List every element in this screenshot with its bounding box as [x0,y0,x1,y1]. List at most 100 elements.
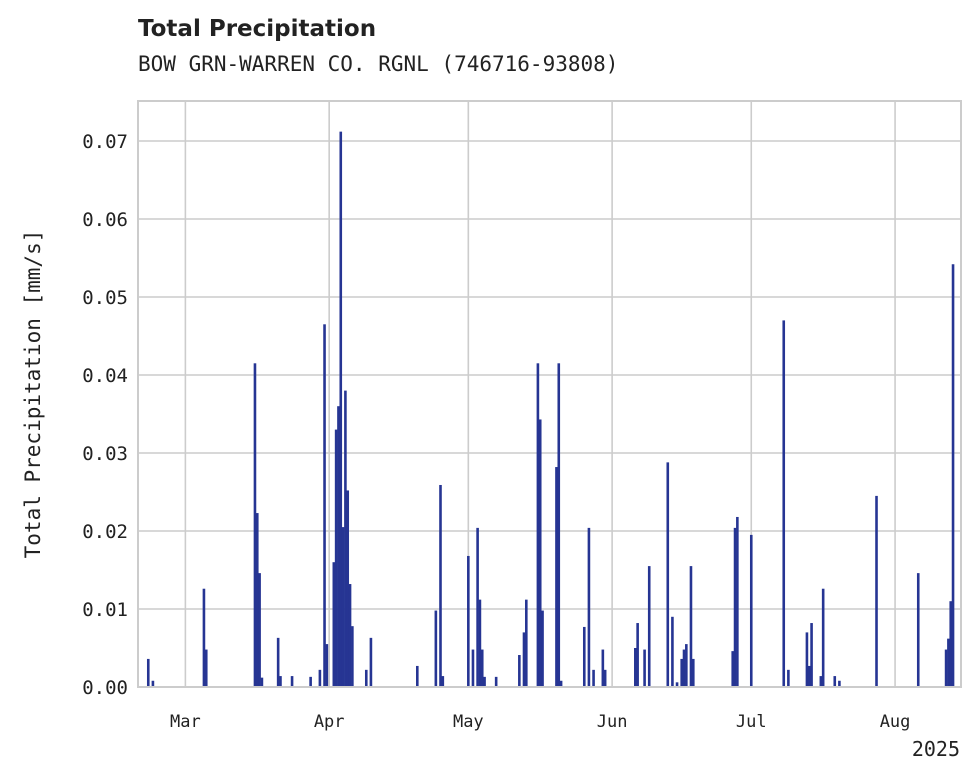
precip-bar [255,513,259,687]
y-tick-label: 0.04 [82,365,128,387]
precip-bar [749,534,753,687]
precip-bar [480,649,484,687]
precip-bar [666,462,670,687]
grid-lines [139,102,960,688]
y-tick-label: 0.07 [82,131,128,153]
precip-bar [733,527,737,687]
precip-bar [258,573,261,687]
precip-bar [805,632,809,687]
precip-bar [334,429,338,687]
precip-bar [875,495,878,687]
x-tick-label: Jun [597,712,628,732]
x-tick-label: Aug [880,712,911,732]
precip-bar [467,555,470,687]
precip-bar [833,676,837,687]
precip-bar [260,677,264,687]
precip-bar [279,676,282,687]
precip-bar [364,669,368,687]
precip-bar [603,669,607,687]
precip-bar [736,516,739,687]
precip-bar [151,680,155,687]
precip-bar [680,658,683,687]
precip-bar [146,658,150,687]
x-tick-label: May [453,712,484,732]
precip-bar [369,637,373,687]
precip-bar [682,649,686,687]
precip-bar [587,527,591,687]
precip-bar [309,676,312,687]
precip-bar [636,623,639,687]
precip-bar [434,610,438,687]
precip-bar [341,527,345,687]
precip-bar [582,626,586,687]
precip-bar [494,676,498,687]
chart-title: Total Precipitation [138,16,377,42]
precip-bar [807,665,811,687]
precip-bar [476,527,479,687]
precip-bar [559,680,563,687]
precip-bar [518,655,521,687]
precip-bar [643,649,646,687]
precip-bar [276,637,280,687]
precip-bar [671,616,674,687]
precip-bar [344,390,347,687]
x-year-label: 2025 [912,737,960,761]
precip-bar [838,680,841,687]
precip-bar [647,566,651,687]
y-tick-label: 0.00 [82,677,128,699]
y-tick-label: 0.01 [82,599,128,621]
precip-bar [949,601,953,687]
precip-bar [691,658,695,687]
precip-bar [538,419,542,687]
precip-bar [944,649,948,687]
precip-bar [339,131,343,687]
precip-bar [348,584,352,687]
x-tick-labels: Mar Apr May Jun Jul Aug [170,712,910,732]
precip-bar [471,649,475,687]
precip-bar [351,626,354,687]
precip-bar [541,610,544,687]
x-tick-label: Mar [170,712,201,732]
precip-bar [947,638,950,687]
precip-bar [522,632,526,687]
precip-bar [810,623,813,687]
precip-bar [337,406,340,687]
precip-bar [346,490,350,687]
precip-bar [821,588,825,687]
precip-bar [685,644,688,687]
y-tick-label: 0.03 [82,443,128,465]
plot-frame [137,100,962,688]
precip-bar [536,363,540,687]
x-tick-label: Apr [314,712,345,732]
y-axis-label: Total Precipitation [mm/s] [21,230,45,559]
precip-bar [483,676,486,687]
y-tick-label: 0.06 [82,209,128,231]
precip-bar [202,588,206,687]
precip-bar [555,467,558,687]
precip-bar [787,669,790,687]
precip-bar [318,669,322,687]
precip-bar [332,562,336,687]
precip-bar [525,599,528,687]
chart-subtitle: BOW GRN-WARREN CO. RGNL (746716-93808) [138,52,619,76]
precip-bar [675,682,679,687]
precip-bar [290,676,294,687]
y-tick-labels: 0.00 0.01 0.02 0.03 0.04 0.05 0.06 0.07 [82,131,128,699]
precip-bar [478,599,482,687]
y-tick-label: 0.05 [82,287,128,309]
precip-bar [634,648,637,687]
precip-bar [253,363,257,687]
precip-bar [782,320,786,687]
precip-bar [951,264,955,687]
bar-series [146,131,955,687]
precip-bar [441,676,445,687]
precip-bar [557,363,561,687]
precip-bar [325,644,329,687]
precip-bar [204,649,208,687]
precip-bar [323,324,326,687]
precip-bar [601,649,605,687]
precip-bar [416,665,419,687]
y-tick-label: 0.02 [82,521,128,543]
precip-bar [439,484,442,687]
